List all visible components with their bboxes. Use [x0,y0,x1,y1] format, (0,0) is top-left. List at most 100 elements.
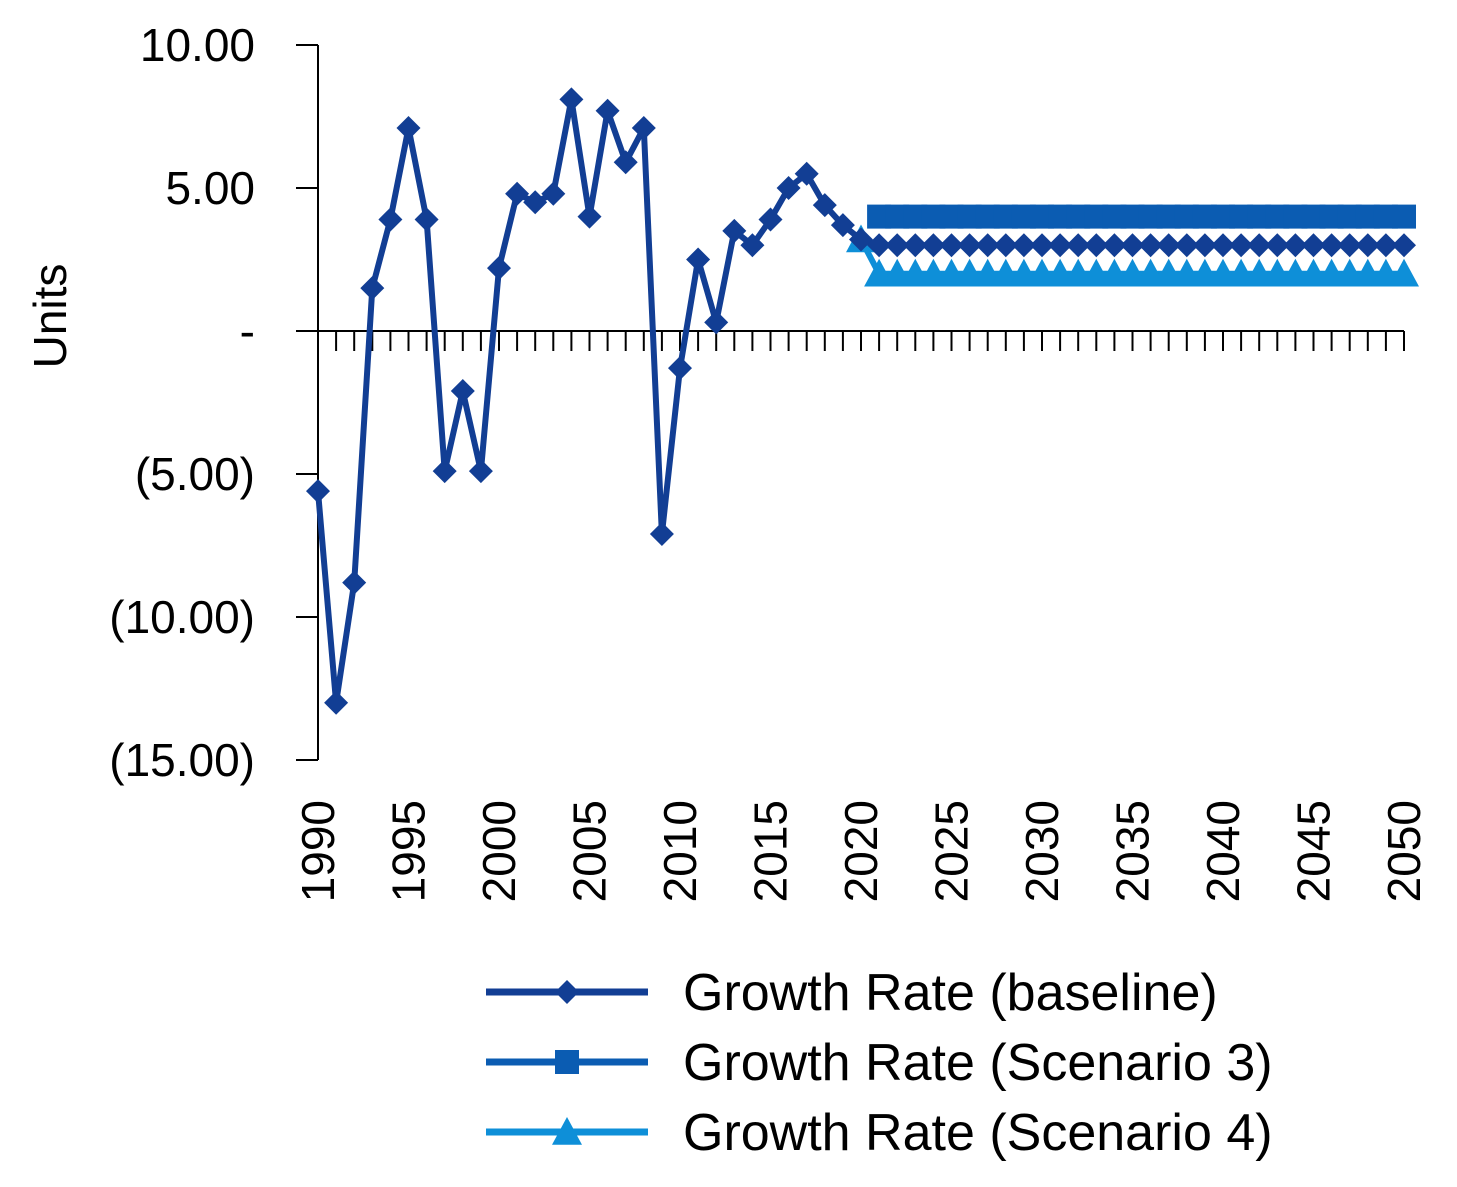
data-point [1066,233,1091,258]
data-point [1319,233,1344,258]
data-point [1102,233,1127,258]
y-axis: 10.00 5.00 - (5.00) (10.00) (15.00) [109,19,319,786]
data-point [468,459,493,484]
y-tick-label: - [240,305,255,357]
series-layer [306,87,1419,715]
data-point [921,233,946,258]
data-point [306,479,330,504]
data-point [975,233,1000,258]
data-point [1156,233,1181,258]
data-point [541,181,566,206]
legend-label: Growth Rate (Scenario 3) [683,1034,1273,1092]
y-tick-label: (10.00) [109,591,255,643]
series-1 [306,87,1416,715]
x-tick-label: 2050 [1378,800,1430,902]
legend-label: Growth Rate (Scenario 4) [683,1104,1273,1162]
data-point [450,379,475,404]
x-tick-label: 1990 [292,800,344,902]
data-point [794,161,819,186]
x-tick-label: 2010 [654,800,706,902]
x-tick-label: 2040 [1197,800,1249,902]
data-point [360,276,385,301]
legend-marker [555,1050,579,1074]
data-point [867,233,892,258]
data-point [686,247,711,272]
series-3 [846,224,1419,287]
data-point [885,233,910,258]
data-point [559,87,584,112]
legend-marker [552,1117,582,1145]
data-point [631,115,656,140]
data-point [1283,233,1308,258]
data-point [1373,233,1398,258]
data-point [812,193,837,218]
y-tick-label: (5.00) [135,448,255,500]
data-point [849,227,873,252]
x-tick-label: 2015 [745,800,797,902]
legend-label: Growth Rate (baseline) [683,964,1218,1022]
y-axis-label: Units [24,264,76,369]
legend-item: Growth Rate (baseline) [486,964,1218,1022]
data-point [613,150,638,175]
data-point [649,522,674,547]
data-point [903,233,928,258]
x-tick-label: 2020 [835,800,887,902]
data-point [1392,233,1416,258]
data-point [993,233,1018,258]
data-point [432,459,457,484]
data-point [830,213,855,238]
x-tick-label: 1995 [383,800,435,902]
legend-marker [555,980,579,1004]
data-point [1138,233,1163,258]
data-point [396,115,421,140]
y-tick-label: 10.00 [140,19,255,71]
data-point [523,190,548,215]
x-tick-label: 2025 [926,800,978,902]
data-point [595,98,620,123]
data-point [704,310,729,335]
data-point [324,690,349,715]
data-point [1120,233,1145,258]
series-1-line [315,96,1404,706]
y-tick-label: (15.00) [109,734,255,786]
data-point [1265,233,1290,258]
data-point [1389,258,1419,287]
data-point [487,256,511,281]
data-point [1084,233,1109,258]
series-2 [867,204,1416,229]
x-tick-label: 2035 [1107,800,1159,902]
data-point [1337,233,1362,258]
data-point [414,207,439,232]
data-point [776,176,801,200]
data-point [1174,233,1199,258]
legend-item: Growth Rate (Scenario 4) [486,1104,1273,1162]
data-point [1192,233,1217,258]
data-point [1011,233,1036,258]
data-point [957,233,982,258]
x-tick-label: 2000 [473,800,525,902]
data-point [1355,233,1380,258]
x-tick-label: 2045 [1288,800,1340,902]
x-tick-label: 2005 [564,800,616,902]
data-point [505,181,530,206]
y-tick-label: 5.00 [165,162,255,214]
data-point [740,233,765,258]
legend-item: Growth Rate (Scenario 3) [486,1034,1273,1092]
data-point [758,207,783,232]
data-point [1229,233,1254,258]
data-point [1048,233,1073,258]
data-point [1301,233,1326,258]
data-point [1030,233,1054,258]
data-point [722,218,747,243]
data-point [1247,233,1272,258]
data-point [378,207,403,232]
legend: Growth Rate (baseline) Growth Rate (Scena… [486,964,1273,1162]
x-axis: 1990 1995 2000 2005 2010 2015 2020 2025 2030 2035… [292,330,1430,902]
data-point [1211,233,1235,258]
data-point [577,204,602,229]
data-point [939,233,964,258]
x-tick-label: 2030 [1016,800,1068,902]
data-point [1392,204,1416,229]
data-point [342,570,367,595]
